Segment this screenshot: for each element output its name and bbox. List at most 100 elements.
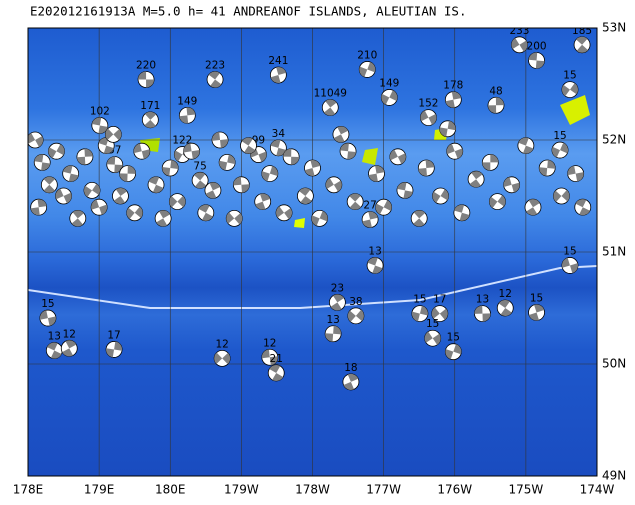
x-tick-label: 178W <box>295 483 330 497</box>
beachball-quadrant <box>283 148 292 157</box>
beachball-quadrant <box>432 191 441 203</box>
depth-label: 15 <box>426 318 439 330</box>
focal-mechanism <box>250 146 267 163</box>
beachball-quadrant <box>561 190 570 202</box>
focal-mechanism <box>296 187 314 205</box>
beachball-quadrant <box>333 325 342 335</box>
focal-mechanism <box>347 307 365 325</box>
x-tick-label: 177W <box>366 483 401 497</box>
focal-mechanism <box>191 171 209 189</box>
depth-label: 23 <box>331 282 344 294</box>
beachball-quadrant <box>114 164 123 173</box>
focal-mechanism <box>178 106 196 124</box>
focal-mechanism <box>328 293 346 311</box>
focal-mechanism <box>106 156 124 174</box>
beachball-quadrant <box>497 195 506 207</box>
focal-mechanism <box>481 153 499 171</box>
depth-label: 27 <box>363 200 376 212</box>
y-tick-label: 52N <box>602 133 626 147</box>
beachball-quadrant <box>519 40 528 52</box>
x-tick-label: 175W <box>508 483 543 497</box>
beachball-quadrant <box>445 349 454 360</box>
depth-label: 171 <box>140 100 160 112</box>
beachball-quadrant <box>511 38 520 50</box>
x-tick-label: 176W <box>437 483 472 497</box>
focal-mechanism <box>503 176 521 194</box>
beachball-quadrant <box>454 204 465 213</box>
beachball-quadrant <box>439 127 448 137</box>
focal-mechanism <box>197 204 215 222</box>
beachball-quadrant <box>202 212 213 221</box>
focal-mechanism <box>206 71 224 88</box>
beachball-quadrant <box>375 203 384 215</box>
beachball-quadrant <box>68 173 79 182</box>
beachball-quadrant <box>518 137 529 146</box>
beachball-quadrant <box>333 180 342 192</box>
focal-mechanism <box>33 153 51 171</box>
beachball-quadrant <box>179 115 189 124</box>
focal-mechanism <box>342 373 360 391</box>
beachball-quadrant <box>459 212 470 221</box>
title: E202012161913A M=5.0 h= 41 ANDREANOF ISL… <box>30 4 467 19</box>
focal-mechanism <box>411 305 429 323</box>
beachball-quadrant <box>445 99 455 108</box>
focal-mechanism <box>126 204 144 222</box>
focal-mechanism <box>76 148 94 166</box>
focal-mechanism <box>282 148 300 166</box>
beachball-quadrant <box>349 201 362 210</box>
focal-mechanism <box>218 153 236 171</box>
depth-label: 220 <box>136 60 156 72</box>
x-tick-label: 179W <box>224 483 259 497</box>
focal-mechanism <box>48 142 65 160</box>
beachball-quadrant <box>84 185 93 198</box>
beachball-quadrant <box>37 199 47 208</box>
focal-mechanism <box>45 342 63 359</box>
beachball-quadrant <box>372 265 383 274</box>
beachball-quadrant <box>114 341 123 351</box>
beachball-quadrant <box>498 299 510 308</box>
beachball-quadrant <box>560 142 569 154</box>
beachball-quadrant <box>451 91 462 100</box>
focal-mechanism <box>444 91 462 109</box>
focal-mechanism <box>211 131 229 149</box>
depth-label: 21 <box>270 353 283 365</box>
beachball-quadrant <box>244 145 256 154</box>
y-tick-label: 53N <box>602 21 626 35</box>
beachball-quadrant <box>194 180 207 189</box>
beachball-quadrant <box>56 144 65 156</box>
depth-label: 38 <box>349 296 362 308</box>
beachball-quadrant <box>304 168 315 176</box>
beachball-quadrant <box>222 352 231 365</box>
beachball-quadrant <box>389 90 398 101</box>
focal-mechanism <box>133 142 151 160</box>
beachball-quadrant <box>156 218 168 227</box>
beachball-quadrant <box>106 348 115 358</box>
depth-label: 178 <box>443 80 463 92</box>
beachball-quadrant <box>333 294 345 303</box>
beachball-quadrant <box>403 190 413 199</box>
beachball-quadrant <box>186 107 196 116</box>
beachball-quadrant <box>439 308 448 320</box>
beachball-quadrant <box>367 61 376 73</box>
beachball-quadrant <box>212 132 221 141</box>
beachball-quadrant <box>413 210 426 219</box>
beachball-quadrant <box>261 171 270 182</box>
focal-mechanism <box>28 131 44 149</box>
beachball-quadrant <box>47 316 56 326</box>
beachball-quadrant <box>474 305 483 314</box>
beachball-quadrant <box>447 120 456 131</box>
beachball-quadrant <box>169 196 178 208</box>
focal-mechanism <box>396 181 414 199</box>
x-tick-label: 180E <box>155 483 186 497</box>
focal-mechanism <box>332 125 350 143</box>
beachball-quadrant <box>214 352 223 364</box>
focal-mechanism <box>304 159 321 177</box>
x-tick-label: 179E <box>84 483 115 497</box>
beachball-quadrant <box>553 190 562 202</box>
beachball-quadrant <box>113 128 122 141</box>
beachball-quadrant <box>284 208 293 220</box>
focal-mechanism <box>339 142 357 160</box>
beachball-quadrant <box>535 60 545 69</box>
beachball-quadrant <box>325 177 334 189</box>
beachball-quadrant <box>337 126 349 135</box>
